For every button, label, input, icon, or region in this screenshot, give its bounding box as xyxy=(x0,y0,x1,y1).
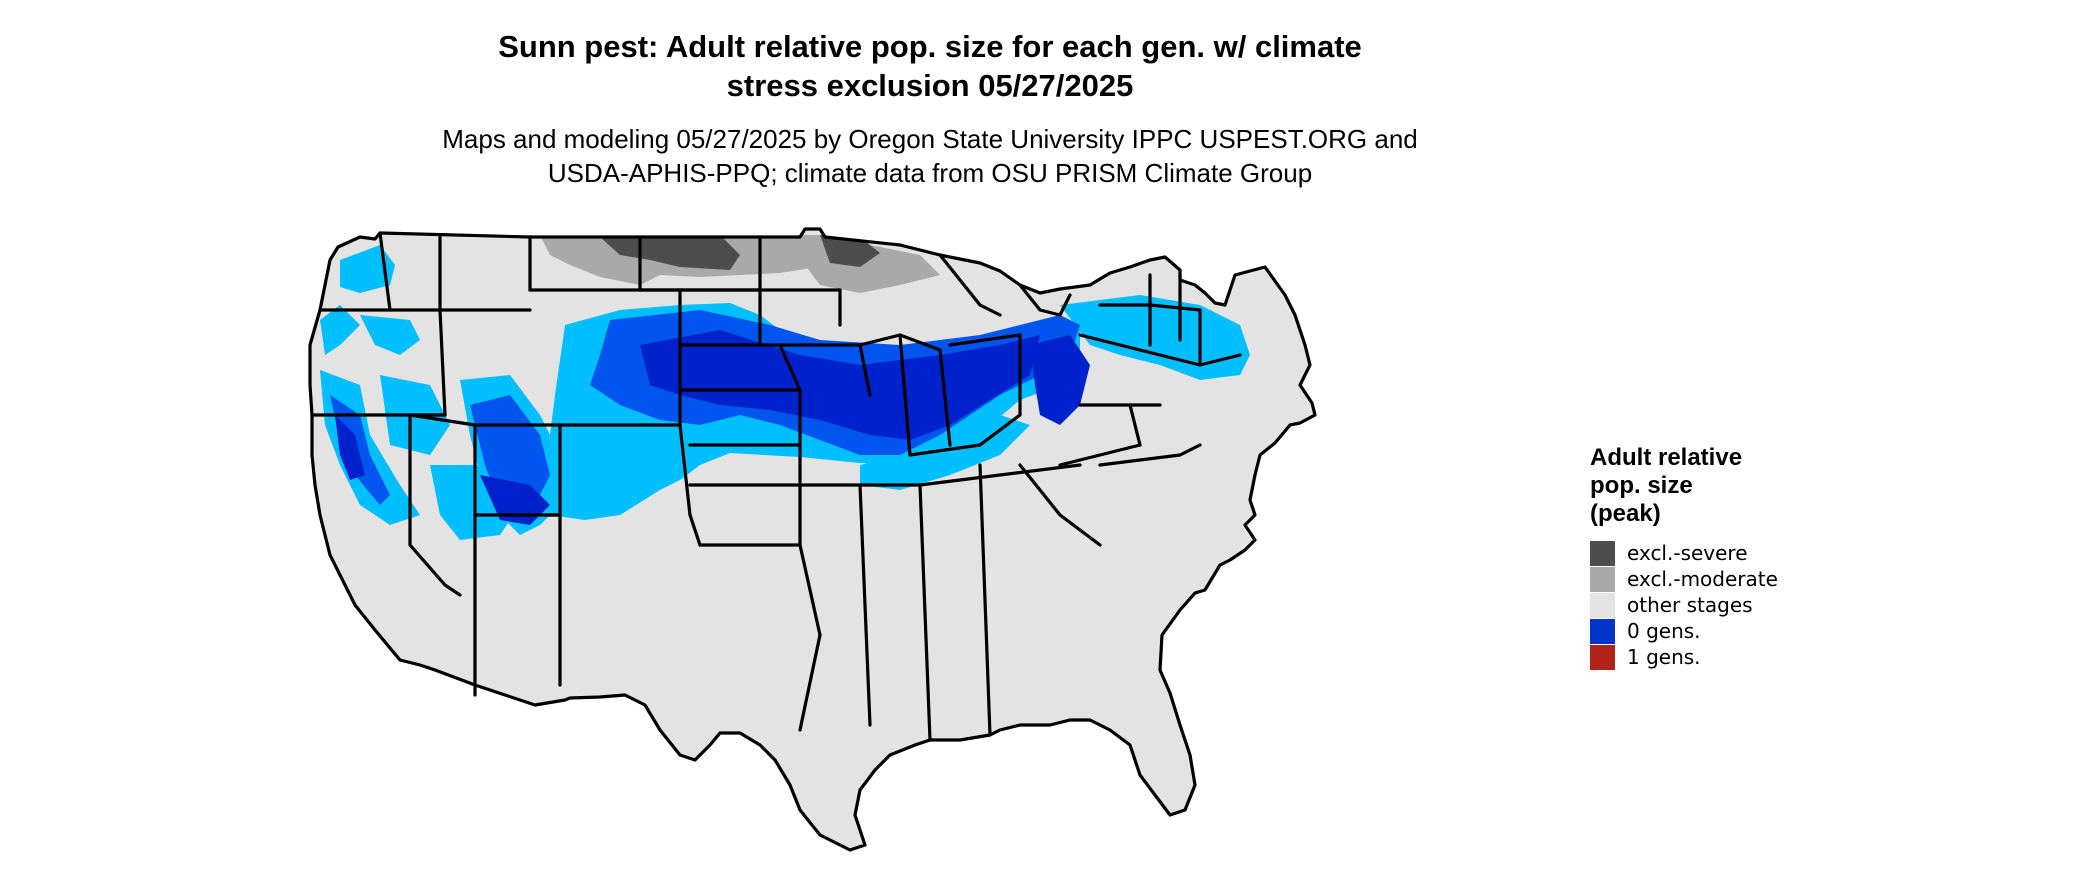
legend-swatch-0-gens xyxy=(1590,618,1615,644)
legend-label: other stages xyxy=(1627,593,1753,617)
us-map xyxy=(308,227,1317,852)
legend-item-excl-severe: excl.-severe xyxy=(1590,540,1778,566)
zone-0gens-mid-california xyxy=(330,395,390,505)
legend-title-line: (peak) xyxy=(1590,500,1661,527)
legend-swatch-other-stages xyxy=(1590,592,1615,618)
zone-0gens-dark-new-mexico xyxy=(480,475,550,525)
zone-excl-severe-minnesota xyxy=(820,235,880,267)
legend-label: 0 gens. xyxy=(1627,619,1701,643)
map-title-line-1: Sunn pest: Adult relative pop. size for … xyxy=(498,29,1362,64)
zone-excl-severe-north-dakota xyxy=(600,235,740,270)
map-title-line-2: stress exclusion 05/27/2025 xyxy=(726,68,1134,103)
legend-item-other-stages: other stages xyxy=(1590,592,1778,618)
legend-label: 1 gens. xyxy=(1627,645,1701,669)
legend-title-line: pop. size xyxy=(1590,472,1693,499)
zone-0gens-dark-california-coast xyxy=(335,415,365,480)
legend-item-excl-moderate: excl.-moderate xyxy=(1590,566,1778,592)
state-borders xyxy=(308,227,1317,852)
zone-0gens-dark-mid-atlantic xyxy=(1030,335,1090,425)
legend-item-0-gens: 0 gens. xyxy=(1590,618,1778,644)
legend-label: excl.-severe xyxy=(1627,541,1748,565)
map-subtitle-line-1: Maps and modeling 05/27/2025 by Oregon S… xyxy=(442,124,1418,154)
legend-title-line: Adult relative xyxy=(1590,444,1743,471)
zone-0gens-light-northeast xyxy=(1060,295,1250,380)
legend-swatch-1-gens xyxy=(1590,644,1615,670)
legend: Adult relative pop. size (peak) excl.-se… xyxy=(1590,444,1778,670)
zone-0gens-light-idaho xyxy=(360,315,420,355)
zone-0gens-light-south-appalachia xyxy=(860,415,1030,490)
legend-title: Adult relative pop. size (peak) xyxy=(1590,444,1778,528)
zone-0gens-light-oregon xyxy=(320,305,360,355)
map-subtitle-line-2: USDA-APHIS-PPQ; climate data from OSU PR… xyxy=(547,158,1313,188)
legend-swatch-excl-severe xyxy=(1590,540,1615,566)
legend-label: excl.-moderate xyxy=(1627,567,1778,591)
legend-item-1-gens: 1 gens. xyxy=(1590,644,1778,670)
legend-swatch-excl-moderate xyxy=(1590,566,1615,592)
zone-0gens-light-washington xyxy=(340,245,395,293)
